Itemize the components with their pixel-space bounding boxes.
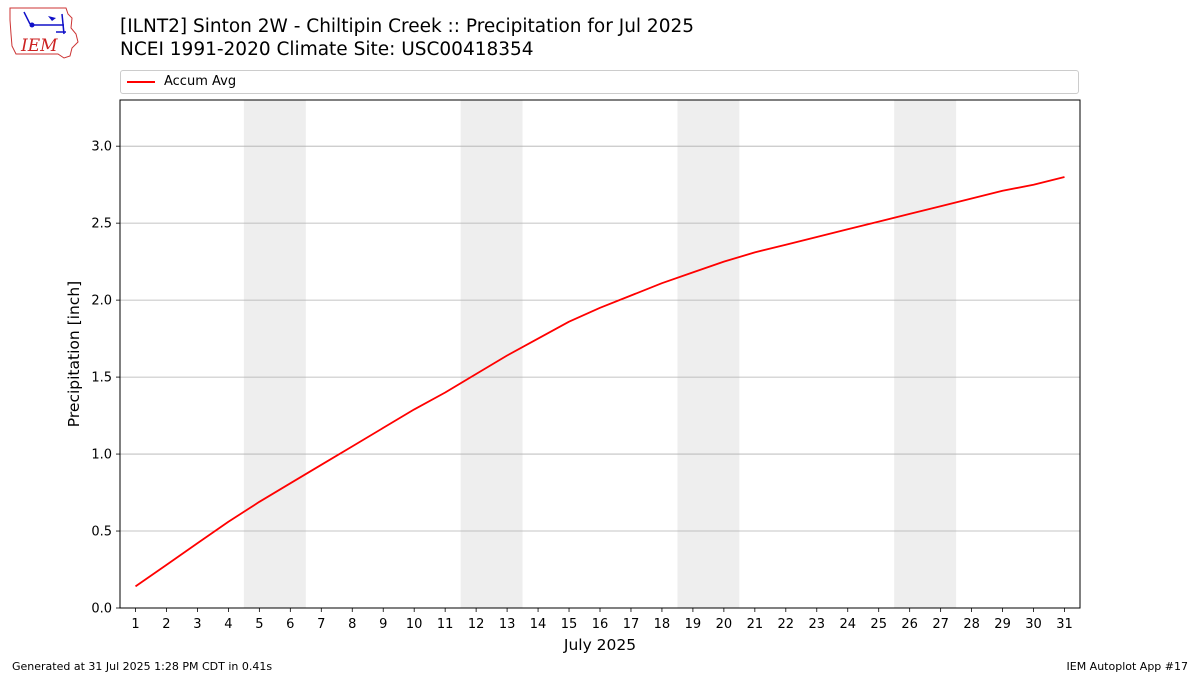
y-tick-label: 0.0 bbox=[91, 602, 112, 617]
x-tick-label: 5 bbox=[255, 617, 263, 632]
generated-note: Generated at 31 Jul 2025 1:28 PM CDT in … bbox=[12, 660, 273, 673]
x-tick-label: 30 bbox=[1025, 617, 1042, 632]
x-tick-label: 17 bbox=[623, 617, 640, 632]
x-tick-label: 4 bbox=[224, 617, 232, 632]
x-tick-label: 21 bbox=[747, 617, 764, 632]
x-tick-label: 2 bbox=[162, 617, 170, 632]
plot-frame bbox=[119, 99, 1081, 609]
x-tick-label: 10 bbox=[406, 617, 423, 632]
x-tick-label: 9 bbox=[379, 617, 387, 632]
x-tick-label: 16 bbox=[592, 617, 609, 632]
x-tick-label: 15 bbox=[561, 617, 578, 632]
x-tick-label: 26 bbox=[901, 617, 918, 632]
y-tick-label: 0.5 bbox=[91, 525, 112, 540]
y-tick-label: 2.5 bbox=[91, 217, 112, 232]
x-tick-label: 19 bbox=[685, 617, 702, 632]
y-axis-label: Precipitation [inch] bbox=[65, 281, 83, 427]
x-tick-label: 3 bbox=[193, 617, 201, 632]
iem-logo: IEM bbox=[9, 7, 79, 59]
y-tick-label: 1.5 bbox=[91, 371, 112, 386]
series-line-accum-avg bbox=[134, 176, 1065, 588]
y-tick-label: 3.0 bbox=[91, 140, 112, 155]
x-axis-label: July 2025 bbox=[563, 636, 636, 654]
y-tick-label: 2.0 bbox=[91, 294, 112, 309]
x-tick-label: 1 bbox=[131, 617, 139, 632]
x-tick-label: 20 bbox=[716, 617, 733, 632]
x-tick-label: 7 bbox=[317, 617, 325, 632]
x-tick-label: 25 bbox=[870, 617, 887, 632]
x-tick-label: 18 bbox=[654, 617, 671, 632]
x-tick-label: 11 bbox=[437, 617, 454, 632]
x-tick-label: 31 bbox=[1056, 617, 1073, 632]
weekend-band bbox=[677, 100, 740, 608]
x-tick-label: 6 bbox=[286, 617, 294, 632]
x-tick-label: 12 bbox=[468, 617, 485, 632]
x-tick-label: 22 bbox=[778, 617, 795, 632]
weekend-band bbox=[894, 100, 957, 608]
weekend-band bbox=[243, 100, 306, 608]
legend: Accum Avg bbox=[120, 70, 1079, 94]
x-tick-label: 13 bbox=[499, 617, 516, 632]
x-tick-label: 23 bbox=[809, 617, 826, 632]
weekend-band bbox=[460, 100, 523, 608]
x-tick-label: 29 bbox=[994, 617, 1011, 632]
chart-subtitle: NCEI 1991-2020 Climate Site: USC00418354 bbox=[120, 39, 534, 60]
legend-label: Accum Avg bbox=[164, 74, 237, 89]
x-tick-label: 8 bbox=[348, 617, 356, 632]
chart-title: [ILNT2] Sinton 2W - Chiltipin Creek :: P… bbox=[120, 16, 695, 37]
x-tick-label: 28 bbox=[963, 617, 980, 632]
app-label: IEM Autoplot App #17 bbox=[1066, 660, 1189, 673]
logo-text: IEM bbox=[20, 36, 58, 56]
y-tick-label: 1.0 bbox=[91, 448, 112, 463]
x-tick-label: 14 bbox=[530, 617, 547, 632]
x-tick-label: 27 bbox=[932, 617, 949, 632]
legend-swatch bbox=[127, 81, 155, 83]
x-tick-label: 24 bbox=[839, 617, 856, 632]
